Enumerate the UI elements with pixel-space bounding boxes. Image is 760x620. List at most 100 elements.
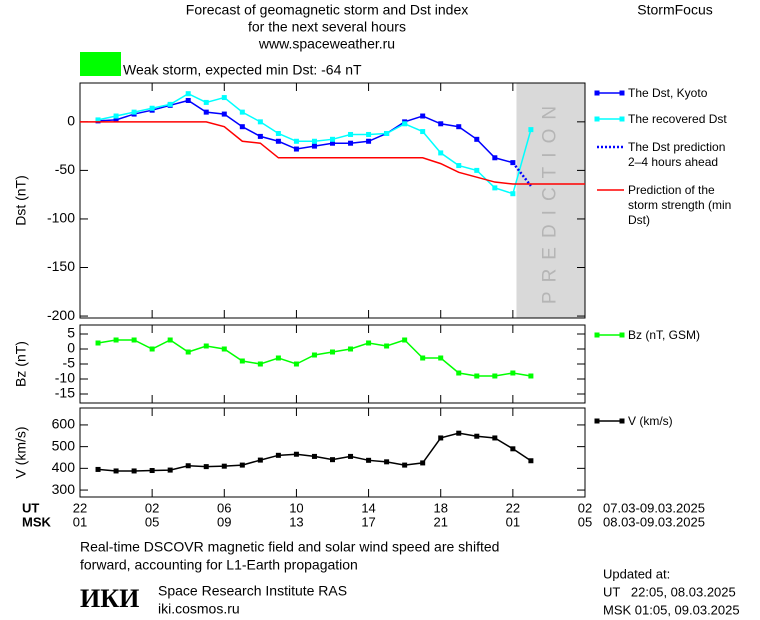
point <box>95 340 101 346</box>
point <box>384 130 390 136</box>
point <box>311 352 317 358</box>
x-tick-label: 06 <box>217 500 231 515</box>
point <box>275 452 281 458</box>
point <box>167 467 173 473</box>
point <box>474 167 480 173</box>
site: iki.cosmos.ru <box>158 601 240 617</box>
point <box>474 373 480 379</box>
status-swatch <box>80 52 121 76</box>
y-tick-label: -10 <box>55 370 75 386</box>
title-line: www.spaceweather.ru <box>258 36 395 52</box>
y-tick-label: 600 <box>52 416 76 432</box>
y-tick-label: 0 <box>67 113 75 129</box>
x-tick-label: 18 <box>433 500 447 515</box>
y-axis-label: V (km/s) <box>13 426 29 478</box>
x-tick-label: 22 <box>506 500 520 515</box>
y-tick-label: -50 <box>55 161 75 177</box>
logo: ИКИ <box>80 584 139 613</box>
point <box>402 462 408 468</box>
series-line <box>97 339 532 377</box>
point <box>203 109 209 115</box>
point <box>384 459 390 465</box>
series-line <box>80 121 585 185</box>
point <box>438 150 444 156</box>
point <box>167 337 173 343</box>
y-axis-label: Dst (nT) <box>13 175 29 226</box>
y-tick-label: -100 <box>47 210 75 226</box>
x-tick-label: 01 <box>506 514 520 529</box>
x-tick-label: 14 <box>361 500 375 515</box>
x-tick-label: 17 <box>361 514 375 529</box>
y-tick-label: -150 <box>47 258 75 274</box>
point <box>420 113 426 119</box>
y-tick-label: 300 <box>52 481 76 497</box>
prediction-band <box>516 83 585 318</box>
y-tick-label: 500 <box>52 437 76 453</box>
point <box>167 101 173 107</box>
point <box>492 185 498 191</box>
x-tick-label: 13 <box>289 514 303 529</box>
point <box>131 468 137 474</box>
point <box>330 457 335 463</box>
y-tick-label: -5 <box>63 355 76 371</box>
point <box>456 124 462 130</box>
title-line: Forecast of geomagnetic storm and Dst in… <box>186 2 468 18</box>
point <box>185 349 191 355</box>
point <box>348 346 354 352</box>
point <box>528 127 534 133</box>
point <box>311 453 317 459</box>
point <box>221 463 227 469</box>
point <box>366 131 372 137</box>
series-line <box>97 99 514 164</box>
point <box>438 435 444 441</box>
x-tick-label: 22 <box>73 500 87 515</box>
point <box>293 361 299 367</box>
point <box>311 138 317 144</box>
point <box>456 163 462 169</box>
point <box>311 143 317 149</box>
point <box>366 340 372 346</box>
point <box>420 460 426 466</box>
y-tick-label: 5 <box>67 325 75 341</box>
point <box>149 468 155 474</box>
x-tick-label: 05 <box>578 514 592 529</box>
point <box>366 457 372 463</box>
note-line: forward, accounting for L1-Earth propaga… <box>80 557 358 573</box>
point <box>113 117 119 123</box>
point <box>257 457 263 463</box>
legend-entry: The recovered Dst <box>628 112 727 126</box>
point <box>293 138 299 144</box>
point <box>474 136 480 142</box>
point <box>257 133 263 139</box>
point <box>275 355 281 361</box>
point <box>510 191 516 197</box>
legend-entry: V (km/s) <box>628 414 673 428</box>
point <box>492 373 498 379</box>
point <box>402 121 408 127</box>
point <box>528 458 534 464</box>
point <box>402 337 408 343</box>
point <box>131 109 137 115</box>
point <box>420 129 426 135</box>
y-axis-label: Bz (nT) <box>13 341 29 387</box>
ut-range: 07.03-09.03.2025 <box>603 500 705 515</box>
legend-entry: Prediction of the storm strength (min Ds… <box>628 183 732 227</box>
point <box>239 109 245 115</box>
x-tick-label: 01 <box>73 514 87 529</box>
point <box>257 361 263 367</box>
point <box>474 433 480 439</box>
point <box>293 146 299 152</box>
point <box>438 355 444 361</box>
point <box>257 119 263 125</box>
point <box>149 346 155 352</box>
point <box>384 343 390 349</box>
y-tick-label: -200 <box>47 307 75 323</box>
point <box>203 464 209 470</box>
y-tick-label: -15 <box>55 385 75 401</box>
x-tick-label: 09 <box>217 514 231 529</box>
point <box>293 451 299 457</box>
point <box>348 131 354 137</box>
point <box>113 468 119 474</box>
point <box>95 466 101 472</box>
